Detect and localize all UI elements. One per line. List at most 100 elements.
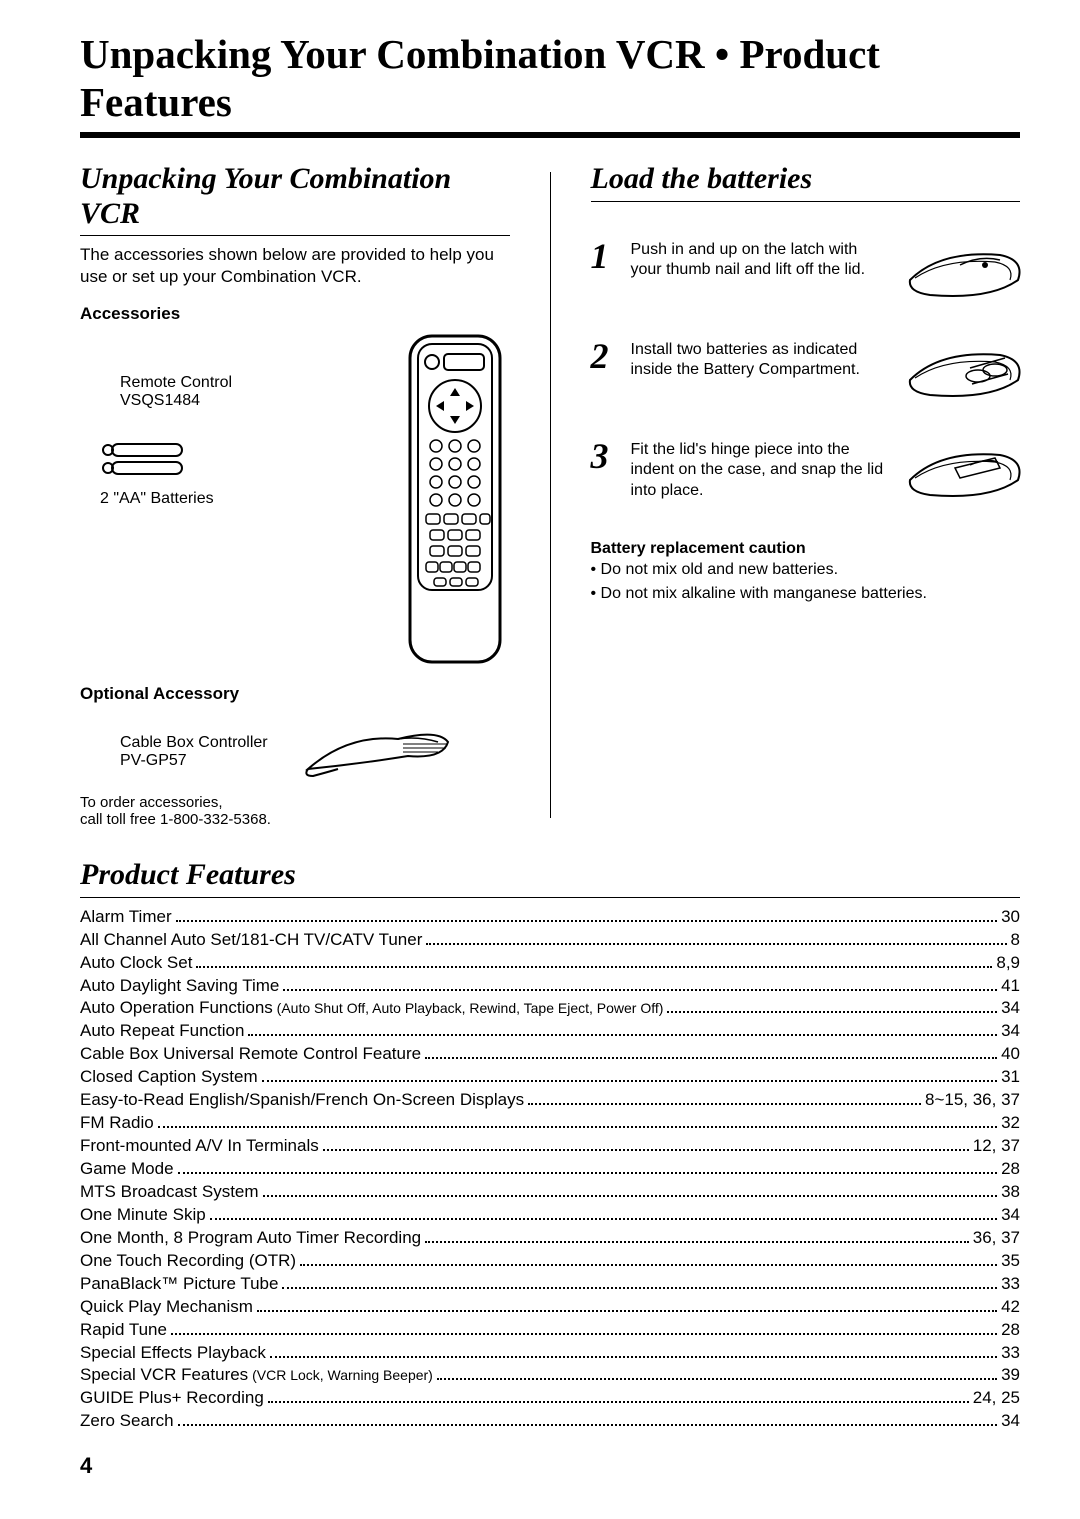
leader-dots bbox=[283, 989, 997, 991]
feature-label: Alarm Timer bbox=[80, 906, 172, 929]
caution-list: Do not mix old and new batteries.Do not … bbox=[591, 558, 1021, 606]
feature-label: One Minute Skip bbox=[80, 1204, 206, 1227]
leader-dots bbox=[323, 1149, 969, 1151]
feature-label: Auto Repeat Function bbox=[80, 1020, 244, 1043]
feature-row: Game Mode 28 bbox=[80, 1158, 1020, 1181]
feature-page: 38 bbox=[1001, 1181, 1020, 1204]
leader-dots bbox=[425, 1057, 997, 1059]
feature-page: 36, 37 bbox=[973, 1227, 1020, 1250]
leader-dots bbox=[300, 1264, 997, 1266]
feature-page: 34 bbox=[1001, 1410, 1020, 1433]
remote-label: Remote Control VSQS1484 bbox=[120, 374, 380, 410]
leader-dots bbox=[528, 1103, 921, 1105]
feature-label: One Touch Recording (OTR) bbox=[80, 1250, 296, 1273]
page-title: Unpacking Your Combination VCR • Product… bbox=[80, 30, 1020, 138]
feature-page: 8,9 bbox=[996, 952, 1020, 975]
feature-label: Auto Operation Functions (Auto Shut Off,… bbox=[80, 997, 663, 1020]
feature-row: Zero Search 34 bbox=[80, 1410, 1020, 1433]
product-features-heading: Product Features bbox=[80, 858, 1020, 898]
feature-row: GUIDE Plus+ Recording 24, 25 bbox=[80, 1387, 1020, 1410]
cable-line1: Cable Box Controller bbox=[120, 734, 268, 751]
cable-controller-label: Cable Box Controller PV-GP57 bbox=[120, 734, 268, 770]
feature-label: One Month, 8 Program Auto Timer Recordin… bbox=[80, 1227, 421, 1250]
left-column: Unpacking Your Combination VCR The acces… bbox=[80, 162, 510, 828]
feature-label: Front-mounted A/V In Terminals bbox=[80, 1135, 319, 1158]
feature-row: Auto Clock Set 8,9 bbox=[80, 952, 1020, 975]
feature-label: Special Effects Playback bbox=[80, 1342, 266, 1365]
feature-label: Auto Daylight Saving Time bbox=[80, 975, 279, 998]
battery-compartment-icon bbox=[900, 340, 1020, 410]
feature-label: Zero Search bbox=[80, 1410, 174, 1433]
feature-page: 30 bbox=[1001, 906, 1020, 929]
feature-row: All Channel Auto Set/181-CH TV/CATV Tune… bbox=[80, 929, 1020, 952]
cable-line2: PV-GP57 bbox=[120, 752, 187, 769]
feature-page: 34 bbox=[1001, 1204, 1020, 1227]
leader-dots bbox=[426, 943, 1006, 945]
feature-row: Alarm Timer 30 bbox=[80, 906, 1020, 929]
feature-row: Quick Play Mechanism42 bbox=[80, 1296, 1020, 1319]
batteries-icon bbox=[100, 440, 380, 480]
feature-label: Easy-to-Read English/Spanish/French On-S… bbox=[80, 1089, 524, 1112]
leader-dots bbox=[262, 1080, 997, 1082]
unpacking-intro: The accessories shown below are provided… bbox=[80, 244, 510, 288]
feature-label: Auto Clock Set bbox=[80, 952, 192, 975]
leader-dots bbox=[268, 1401, 969, 1403]
feature-page: 12, 37 bbox=[973, 1135, 1020, 1158]
cable-controller-icon bbox=[288, 714, 458, 784]
feature-page: 34 bbox=[1001, 1020, 1020, 1043]
leader-dots bbox=[178, 1172, 998, 1174]
feature-page: 24, 25 bbox=[973, 1387, 1020, 1410]
remote-control-icon bbox=[400, 334, 510, 664]
feature-page: 40 bbox=[1001, 1043, 1020, 1066]
leader-dots bbox=[257, 1310, 997, 1312]
step-text: Push in and up on the latch with your th… bbox=[631, 240, 891, 282]
feature-label: Closed Caption System bbox=[80, 1066, 258, 1089]
feature-label: Game Mode bbox=[80, 1158, 174, 1181]
feature-page: 32 bbox=[1001, 1112, 1020, 1135]
column-divider bbox=[550, 172, 551, 818]
page-number: 4 bbox=[80, 1453, 1020, 1479]
caution-heading: Battery replacement caution bbox=[591, 540, 1021, 558]
feature-page: 33 bbox=[1001, 1273, 1020, 1296]
feature-label: FM Radio bbox=[80, 1112, 154, 1135]
feature-row: Auto Daylight Saving Time41 bbox=[80, 975, 1020, 998]
feature-page: 28 bbox=[1001, 1158, 1020, 1181]
order-line1: To order accessories, bbox=[80, 794, 223, 811]
unpacking-heading: Unpacking Your Combination VCR bbox=[80, 162, 510, 236]
feature-row: One Touch Recording (OTR) 35 bbox=[80, 1250, 1020, 1273]
feature-label: MTS Broadcast System bbox=[80, 1181, 259, 1204]
leader-dots bbox=[282, 1287, 997, 1289]
step-text: Fit the lid's hinge piece into the inden… bbox=[631, 440, 891, 502]
feature-page: 28 bbox=[1001, 1319, 1020, 1342]
feature-sublabel: (VCR Lock, Warning Beeper) bbox=[248, 1367, 433, 1383]
feature-row: PanaBlack™ Picture Tube33 bbox=[80, 1273, 1020, 1296]
feature-label: Quick Play Mechanism bbox=[80, 1296, 253, 1319]
remote-label-line2: VSQS1484 bbox=[120, 392, 200, 409]
product-features-section: Product Features Alarm Timer 30All Channe… bbox=[80, 858, 1020, 1433]
feature-row: Closed Caption System31 bbox=[80, 1066, 1020, 1089]
feature-page: 35 bbox=[1001, 1250, 1020, 1273]
feature-row: Rapid Tune28 bbox=[80, 1319, 1020, 1342]
feature-page: 8~15, 36, 37 bbox=[925, 1089, 1020, 1112]
feature-row: Auto Operation Functions (Auto Shut Off,… bbox=[80, 997, 1020, 1020]
leader-dots bbox=[667, 1011, 997, 1013]
leader-dots bbox=[248, 1034, 997, 1036]
leader-dots bbox=[210, 1218, 997, 1220]
feature-label: Cable Box Universal Remote Control Featu… bbox=[80, 1043, 421, 1066]
feature-row: MTS Broadcast System 38 bbox=[80, 1181, 1020, 1204]
leader-dots bbox=[171, 1333, 997, 1335]
feature-label: GUIDE Plus+ Recording bbox=[80, 1387, 264, 1410]
battery-compartment-icon bbox=[900, 440, 1020, 510]
load-batteries-heading: Load the batteries bbox=[591, 162, 1021, 202]
step-text: Install two batteries as indicated insid… bbox=[631, 340, 891, 382]
feature-row: Easy-to-Read English/Spanish/French On-S… bbox=[80, 1089, 1020, 1112]
leader-dots bbox=[178, 1424, 998, 1426]
feature-page: 8 bbox=[1011, 929, 1020, 952]
optional-accessory-label: Optional Accessory bbox=[80, 684, 510, 704]
caution-item: Do not mix old and new batteries. bbox=[591, 558, 1021, 582]
feature-row: Cable Box Universal Remote Control Featu… bbox=[80, 1043, 1020, 1066]
feature-label: Special VCR Features (VCR Lock, Warning … bbox=[80, 1364, 433, 1387]
leader-dots bbox=[425, 1241, 969, 1243]
feature-page: 39 bbox=[1001, 1364, 1020, 1387]
order-line2: call toll free 1-800-332-5368. bbox=[80, 811, 271, 828]
